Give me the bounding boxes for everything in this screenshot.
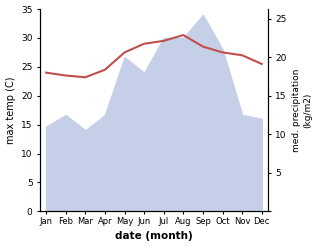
X-axis label: date (month): date (month) — [115, 231, 193, 242]
Y-axis label: max temp (C): max temp (C) — [5, 76, 16, 144]
Y-axis label: med. precipitation
(kg/m2): med. precipitation (kg/m2) — [292, 68, 313, 152]
